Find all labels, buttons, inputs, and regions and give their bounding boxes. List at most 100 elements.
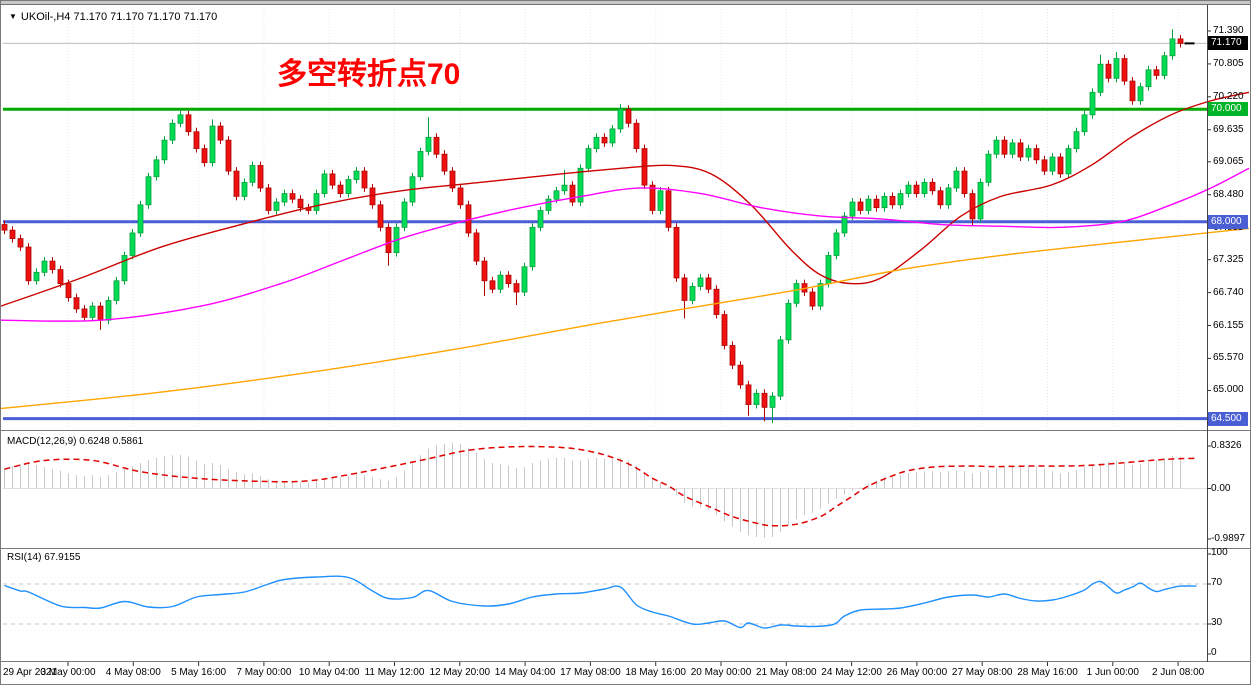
- candle-up: [553, 190, 560, 200]
- candle-down: [441, 153, 448, 172]
- candle-up: [345, 179, 352, 194]
- candle-down: [513, 283, 520, 293]
- candle-up: [841, 215, 848, 234]
- time-axis-label: 28 May 16:00: [1017, 667, 1078, 678]
- candle-down: [1033, 148, 1040, 161]
- candle-down: [385, 226, 392, 254]
- candle-up: [321, 173, 328, 194]
- candle-down: [81, 308, 88, 318]
- price-axis-tick: 68.480: [1213, 188, 1244, 200]
- candle-up: [41, 260, 48, 273]
- time-axis-label: 1 Jun 00:00: [1086, 667, 1139, 678]
- candle-down: [369, 187, 376, 206]
- price-axis-tick: 67.325: [1213, 253, 1244, 265]
- candle-up: [121, 255, 128, 282]
- macd-panel[interactable]: [3, 442, 1207, 538]
- level-price-badge: 70.000: [1208, 102, 1248, 117]
- candle-down: [481, 260, 488, 282]
- candle-up: [777, 339, 784, 397]
- candle-up: [985, 153, 992, 183]
- candle-up: [1169, 38, 1176, 57]
- candle-up: [1161, 55, 1168, 76]
- price-axis-tick: 66.155: [1213, 319, 1244, 331]
- candle-up: [113, 280, 120, 301]
- candle-down: [297, 198, 304, 209]
- candle-up: [1089, 91, 1096, 116]
- candle-down: [873, 198, 880, 209]
- candle-down: [761, 392, 768, 408]
- candle-down: [633, 122, 640, 149]
- candle-down: [929, 181, 936, 192]
- candle-down: [1001, 139, 1008, 155]
- candle-up: [769, 395, 776, 408]
- candle-up: [169, 122, 176, 141]
- candle-up: [753, 392, 760, 405]
- candle-up: [609, 128, 616, 144]
- candle-down: [681, 277, 688, 301]
- candle-down: [969, 193, 976, 220]
- candle-up: [593, 136, 600, 149]
- level-price-badge: 64.500: [1208, 411, 1248, 426]
- chart-title: ▼ UKOil-,H4 71.170 71.170 71.170 71.170: [9, 11, 217, 23]
- chart-title-text: UKOil-,H4 71.170 71.170 71.170 71.170: [20, 11, 218, 23]
- candle-down: [473, 232, 480, 262]
- candle-up: [281, 193, 288, 203]
- candle-up: [145, 176, 152, 206]
- candle-up: [249, 165, 256, 183]
- candle-up: [897, 193, 904, 206]
- candle-up: [833, 232, 840, 256]
- time-axis-label: 17 May 08:00: [560, 667, 621, 678]
- candle-down: [1105, 63, 1112, 79]
- candle-down: [1041, 159, 1048, 172]
- time-axis-label: 20 May 00:00: [690, 667, 752, 678]
- rsi-axis-tick: 70: [1211, 577, 1223, 588]
- candle-down: [649, 184, 656, 211]
- candle-up: [1025, 148, 1032, 158]
- candle-up: [849, 201, 856, 217]
- price-axis-tick: 71.390: [1213, 25, 1244, 36]
- candle-down: [961, 170, 968, 194]
- candle-up: [417, 150, 424, 178]
- time-axis-label: 11 May 12:00: [364, 667, 425, 678]
- candle-down: [97, 305, 104, 321]
- price-axis-tick: 70.220: [1213, 90, 1244, 102]
- candle-up: [529, 226, 536, 268]
- candle-down: [225, 139, 232, 172]
- grid-lines: [67, 9, 1179, 666]
- candle-down: [1153, 69, 1160, 76]
- candle-down: [705, 277, 712, 290]
- candle-down: [1129, 80, 1136, 102]
- symbol-dropdown-icon: ▼: [9, 12, 17, 21]
- candle-down: [257, 165, 264, 189]
- candle-up: [953, 170, 960, 189]
- rsi-panel[interactable]: [3, 575, 1207, 629]
- ma-orange: [1, 227, 1250, 410]
- candle-up: [793, 283, 800, 304]
- candle-up: [545, 198, 552, 211]
- candle-down: [625, 108, 632, 124]
- candle-down: [937, 190, 944, 206]
- candle-up: [353, 170, 360, 180]
- candle-down: [265, 187, 272, 211]
- panel-borders: [1, 5, 1251, 662]
- candle-up: [1081, 114, 1088, 133]
- candle-down: [329, 173, 336, 186]
- candle-down: [809, 291, 816, 307]
- candle-down: [17, 238, 24, 248]
- candle-down: [601, 136, 608, 144]
- candle-down: [1177, 38, 1184, 44]
- time-axis-label: 18 May 16:00: [625, 667, 686, 678]
- candle-down: [737, 364, 744, 386]
- candle-up: [881, 195, 888, 209]
- candle-down: [233, 170, 240, 197]
- candle-up: [33, 271, 40, 282]
- candle-up: [993, 139, 1000, 155]
- candle-down: [673, 226, 680, 279]
- candle-down: [377, 204, 384, 228]
- candle-up: [905, 184, 912, 194]
- price-axis-tick: 65.000: [1213, 384, 1244, 396]
- candle-down: [57, 269, 64, 284]
- candle-up: [561, 184, 568, 192]
- candle-up: [537, 210, 544, 228]
